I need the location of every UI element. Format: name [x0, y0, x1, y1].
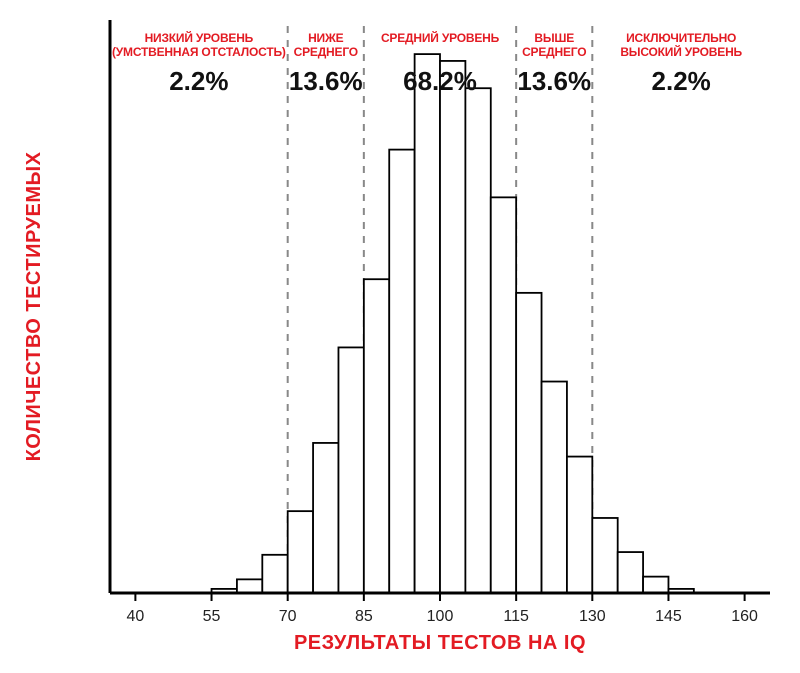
histogram-bar — [542, 382, 567, 593]
x-tick-label: 115 — [503, 608, 529, 625]
region-label: ИСКЛЮЧИТЕЛЬНО — [626, 31, 736, 45]
x-tick-label: 40 — [126, 608, 144, 625]
x-axis-title: РЕЗУЛЬТАТЫ ТЕСТОВ НА IQ — [294, 632, 586, 654]
histogram-bar — [415, 54, 440, 593]
chart-svg: 40 55 70 85 100 115 130 145 160 РЕЗУЛЬТАТЫ ТЕСТОВ… — [0, 0, 800, 673]
region-label: СРЕДНЕГО — [522, 45, 586, 59]
histogram-bar — [643, 577, 668, 593]
region-label: СРЕДНИЙ УРОВЕНЬ — [381, 30, 500, 45]
histogram-bar — [618, 552, 643, 593]
histogram-bar — [338, 347, 363, 593]
histogram-bar — [592, 518, 617, 593]
x-tick-label: 160 — [731, 608, 758, 625]
x-tick-label: 85 — [355, 608, 373, 625]
region-percentage: 2.2% — [169, 66, 228, 96]
histogram-bar — [465, 88, 490, 593]
x-tick-label: 55 — [203, 608, 221, 625]
region-label: ВЫШЕ — [534, 31, 574, 45]
region-percentage: 13.6% — [517, 66, 591, 96]
histogram-bar — [237, 579, 262, 593]
y-axis-title: КОЛИЧЕСТВО ТЕСТИРУЕМЫХ — [23, 151, 45, 461]
region-label: (УМСТВЕННАЯ ОТСТАЛОСТЬ) — [112, 45, 286, 59]
histogram-bar — [288, 511, 313, 593]
x-tick-label: 70 — [279, 608, 297, 625]
histogram-bar — [440, 61, 465, 593]
x-tick-label: 100 — [427, 608, 454, 625]
x-tick-label: 130 — [579, 608, 606, 625]
histogram-bar — [389, 150, 414, 593]
region-label: НИЗКИЙ УРОВЕНЬ — [145, 30, 254, 45]
histogram-bar — [491, 197, 516, 593]
region-label: ВЫСОКИЙ УРОВЕНЬ — [620, 44, 742, 59]
x-tick-label: 145 — [655, 608, 682, 625]
region-label: НИЖЕ — [308, 31, 344, 45]
iq-distribution-chart: 40 55 70 85 100 115 130 145 160 РЕЗУЛЬТАТЫ ТЕСТОВ… — [0, 0, 800, 673]
histogram-bar — [567, 457, 592, 593]
region-percentage: 13.6% — [289, 66, 363, 96]
histogram-bar — [262, 555, 287, 593]
histogram-bar — [364, 279, 389, 593]
histogram-bar — [313, 443, 338, 593]
region-percentage: 68.2% — [403, 66, 477, 96]
region-percentage: 2.2% — [652, 66, 711, 96]
histogram-bar — [516, 293, 541, 593]
region-label: СРЕДНЕГО — [294, 45, 358, 59]
